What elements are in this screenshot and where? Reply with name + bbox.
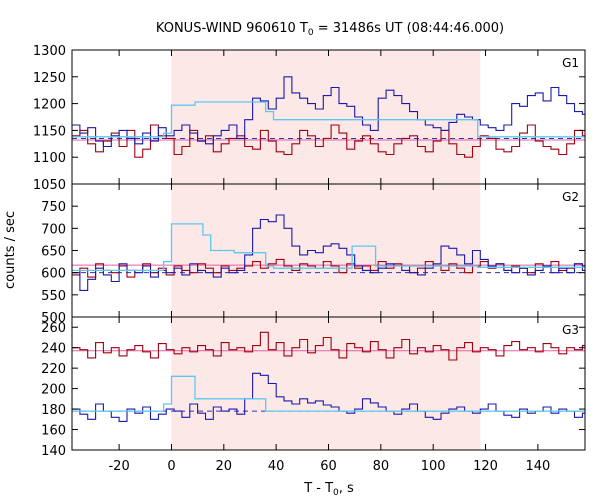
x-tick-label: 60 — [320, 459, 337, 474]
y-tick-label: 700 — [41, 222, 66, 237]
y-tick-label: 750 — [41, 200, 66, 215]
x-tick-label: 140 — [525, 459, 550, 474]
y-tick-label: 260 — [41, 321, 66, 336]
plot-area — [72, 76, 585, 158]
red-series-line — [72, 258, 585, 278]
shaded-interval — [171, 50, 481, 184]
chart-title-rest: = 31486s UT (08:44:46.000) — [314, 21, 504, 36]
x-axis-title: T - T0, s — [303, 481, 354, 498]
y-tick-label: 650 — [41, 245, 66, 260]
chart-title-sub: 0 — [308, 28, 314, 38]
x-axis-title-main: T - T — [303, 481, 333, 496]
red-series-line — [72, 124, 585, 158]
x-tick-label: 120 — [473, 459, 498, 474]
y-tick-label: 240 — [41, 342, 66, 357]
chart-title: KONUS-WIND 960610 T0 = 31486s UT (08:44:… — [156, 21, 504, 38]
y-tick-label: 500 — [41, 311, 66, 326]
y-tick-label: 1100 — [33, 151, 66, 166]
blue-series-line — [72, 372, 585, 422]
y-tick-label: 220 — [41, 362, 66, 377]
panel-label: G1 — [562, 56, 579, 70]
y-axis-title: counts / sec — [3, 211, 18, 289]
y-tick-label: 600 — [41, 267, 66, 282]
x-tick-label: 0 — [167, 459, 175, 474]
y-tick-label: 140 — [41, 444, 66, 459]
y-tick-label: 1300 — [33, 44, 66, 59]
panel-label: G3 — [562, 323, 579, 337]
y-tick-label: 1150 — [33, 124, 66, 139]
y-tick-label: 550 — [41, 289, 66, 304]
y-tick-label: 1050 — [33, 178, 66, 193]
panel-label: G2 — [562, 190, 579, 204]
y-tick-label: 180 — [41, 403, 66, 418]
x-tick-label: -20 — [108, 459, 129, 474]
x-axis: -20 0 20 40 60 80 100 120 140 — [108, 459, 550, 474]
x-tick-label: 80 — [373, 459, 390, 474]
fit-line — [72, 101, 585, 138]
x-axis-title-rest: , s — [339, 481, 354, 496]
x-axis-title-sub: 0 — [333, 488, 339, 498]
y-tick-label: 160 — [41, 424, 66, 439]
x-tick-label: 100 — [421, 459, 446, 474]
red-series-line — [72, 331, 585, 361]
blue-series-line — [72, 214, 585, 291]
plot-area — [72, 331, 585, 422]
panel-g3: 140 160 180 200 220 240 260 G3 — [41, 316, 586, 459]
x-tick-label: 20 — [216, 459, 233, 474]
plot-area — [72, 214, 585, 291]
panel-g1: 1050 1100 1150 1200 1250 1300 G1 — [33, 44, 586, 193]
panels: 1050 1100 1150 1200 1250 1300 G1 500 550 600 650 70… — [33, 44, 586, 459]
y-tick-label: 1200 — [33, 98, 66, 113]
x-tick-label: 40 — [268, 459, 285, 474]
y-tick-label: 1250 — [33, 71, 66, 86]
fit-line — [72, 223, 585, 272]
chart-title-main: KONUS-WIND 960610 T — [156, 21, 308, 36]
panel-g2: 500 550 600 650 700 750 G2 — [41, 183, 586, 326]
shaded-interval — [171, 317, 481, 450]
y-tick-label: 200 — [41, 383, 66, 398]
fit-line — [72, 375, 585, 412]
